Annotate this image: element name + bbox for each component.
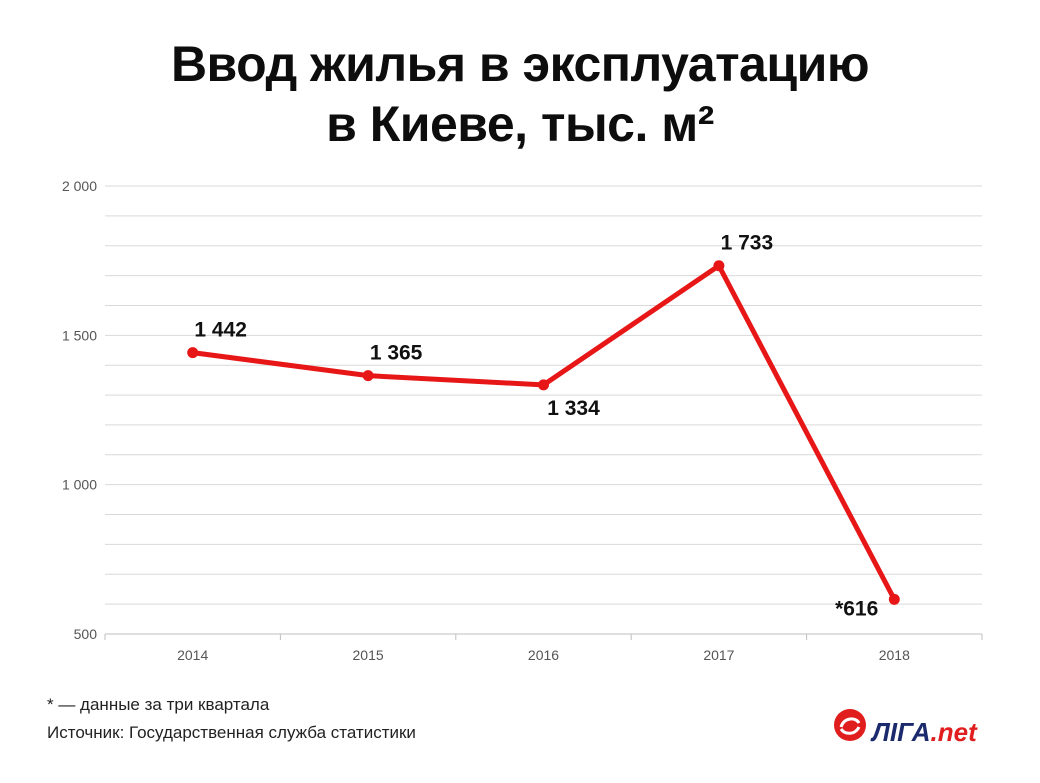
data-label: 1 733 — [721, 232, 774, 255]
x-tick-label: 2015 — [353, 647, 384, 663]
series-line — [190, 263, 897, 602]
data-point — [187, 347, 199, 359]
liga-logo[interactable]: ЛІГА.net — [832, 703, 1002, 751]
chart-title-line-1: Ввод жилья в эксплуатацию — [170, 36, 870, 92]
data-point — [362, 370, 374, 382]
y-tick-label: 1 000 — [62, 477, 97, 493]
source-note: Источник: Государственная служба статист… — [47, 723, 416, 742]
y-tick-label: 1 500 — [62, 327, 97, 343]
chart-title: Ввод жилья в эксплуатацию в Киеве, тыс. … — [0, 34, 1040, 154]
liga-logo-main: ЛІГА — [872, 717, 931, 747]
data-point — [713, 260, 725, 272]
data-label: *616 — [835, 597, 878, 620]
data-point — [538, 379, 549, 391]
liga-logo-icon — [834, 709, 866, 741]
data-label: 1 442 — [194, 319, 247, 342]
chart-title-line-2: в Киеве, тыс. м² — [326, 96, 714, 152]
x-tick-label: 2018 — [879, 647, 910, 663]
data-point — [888, 593, 900, 605]
data-label: 1 334 — [547, 397, 600, 420]
x-tick-label: 2017 — [703, 647, 734, 663]
footnote: * — данные за три квартала — [47, 695, 270, 714]
y-tick-label: 2 000 — [62, 178, 97, 194]
x-tick-label: 2014 — [177, 647, 208, 663]
y-tick-label: 500 — [74, 626, 98, 642]
liga-logo-text: ЛІГА.net — [872, 717, 977, 748]
data-label: 1 365 — [370, 342, 423, 365]
x-tick-label: 2016 — [528, 647, 559, 663]
liga-logo-domain: .net — [930, 717, 977, 747]
